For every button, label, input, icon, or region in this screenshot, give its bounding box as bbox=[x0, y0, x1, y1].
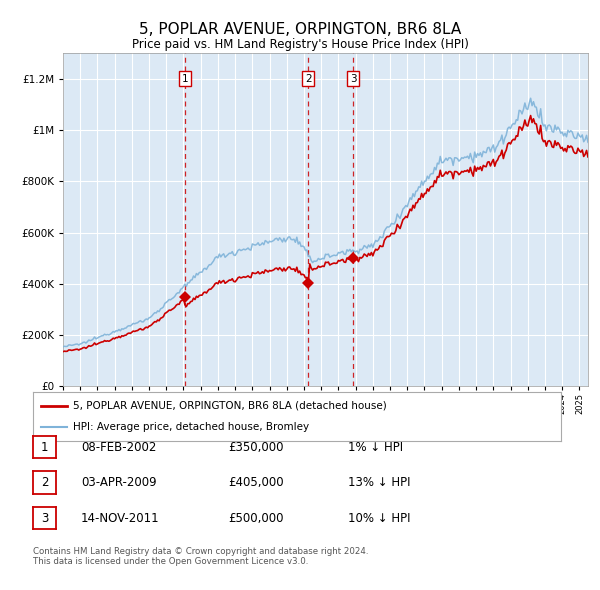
Text: £500,000: £500,000 bbox=[228, 512, 284, 525]
Text: 5, POPLAR AVENUE, ORPINGTON, BR6 8LA (detached house): 5, POPLAR AVENUE, ORPINGTON, BR6 8LA (de… bbox=[73, 401, 386, 411]
Text: 3: 3 bbox=[350, 74, 356, 84]
Text: 13% ↓ HPI: 13% ↓ HPI bbox=[348, 476, 410, 489]
Text: 3: 3 bbox=[41, 512, 48, 525]
Text: 03-APR-2009: 03-APR-2009 bbox=[81, 476, 157, 489]
Text: This data is licensed under the Open Government Licence v3.0.: This data is licensed under the Open Gov… bbox=[33, 558, 308, 566]
Text: 1% ↓ HPI: 1% ↓ HPI bbox=[348, 441, 403, 454]
Text: £405,000: £405,000 bbox=[228, 476, 284, 489]
Text: 10% ↓ HPI: 10% ↓ HPI bbox=[348, 512, 410, 525]
Text: 14-NOV-2011: 14-NOV-2011 bbox=[81, 512, 160, 525]
Text: Contains HM Land Registry data © Crown copyright and database right 2024.: Contains HM Land Registry data © Crown c… bbox=[33, 547, 368, 556]
Text: 1: 1 bbox=[182, 74, 188, 84]
Text: 2: 2 bbox=[305, 74, 311, 84]
Text: 2: 2 bbox=[41, 476, 48, 489]
Text: 5, POPLAR AVENUE, ORPINGTON, BR6 8LA: 5, POPLAR AVENUE, ORPINGTON, BR6 8LA bbox=[139, 22, 461, 37]
Text: 08-FEB-2002: 08-FEB-2002 bbox=[81, 441, 157, 454]
Text: HPI: Average price, detached house, Bromley: HPI: Average price, detached house, Brom… bbox=[73, 422, 309, 432]
Text: Price paid vs. HM Land Registry's House Price Index (HPI): Price paid vs. HM Land Registry's House … bbox=[131, 38, 469, 51]
Text: 1: 1 bbox=[41, 441, 48, 454]
Text: £350,000: £350,000 bbox=[228, 441, 284, 454]
